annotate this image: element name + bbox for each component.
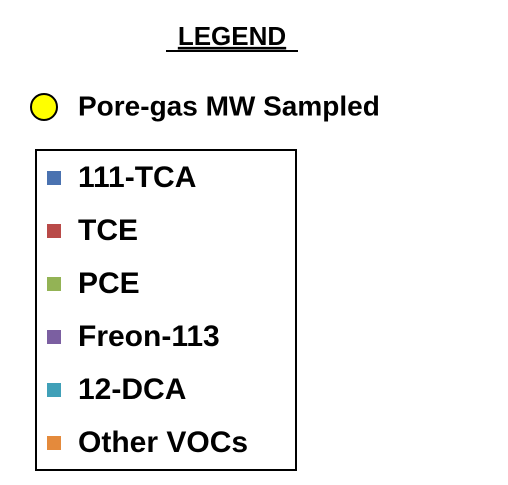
legend-label: Other VOCs (78, 426, 248, 459)
legend-label: PCE (78, 267, 140, 300)
marker-label: Pore-gas MW Sampled (78, 90, 380, 121)
legend-label: Freon-113 (78, 320, 220, 353)
legend-label: TCE (78, 214, 138, 247)
legend-swatch (47, 383, 61, 397)
legend-swatch (47, 277, 61, 291)
legend-box (35, 149, 297, 471)
legend-label: 12-DCA (78, 373, 186, 406)
legend-swatch (47, 436, 61, 450)
legend-swatch (47, 330, 61, 344)
legend-swatch (47, 171, 61, 185)
legend-title: LEGEND (178, 21, 286, 51)
marker-symbol (30, 93, 58, 121)
legend-label: 111-TCA (78, 161, 196, 194)
legend-swatch (47, 224, 61, 238)
